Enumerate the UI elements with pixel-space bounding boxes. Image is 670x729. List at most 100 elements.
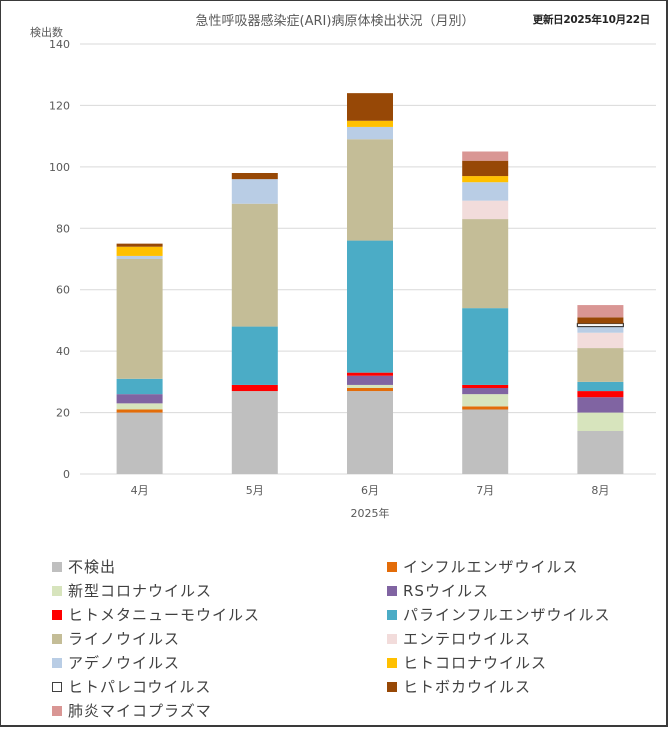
bar-segment <box>231 384 278 392</box>
bar-segment <box>462 406 509 410</box>
legend-swatch <box>387 609 397 620</box>
legend-swatch <box>52 561 62 572</box>
legend-swatch <box>52 657 62 668</box>
legend-label: 不検出 <box>68 558 117 576</box>
legend-item: パラインフルエンザウイルス <box>387 604 611 625</box>
bar-segment <box>116 243 163 247</box>
bar-segment <box>462 219 509 309</box>
bar-segment <box>462 394 509 407</box>
bar-segment <box>577 381 624 392</box>
bar-segment <box>576 322 625 328</box>
bar-segment <box>577 317 624 324</box>
bar-segment <box>462 308 509 385</box>
bar-segment <box>347 120 393 127</box>
legend-item: アデノウイルス <box>52 652 180 673</box>
bar-segment <box>347 384 393 388</box>
bar-segment <box>231 179 278 204</box>
bar-segment <box>462 182 509 201</box>
legend-label: アデノウイルス <box>68 654 181 672</box>
legend-swatch <box>387 561 397 572</box>
chart-title: 急性呼吸器感染症(ARI)病原体検出状況（月別） <box>195 14 475 29</box>
legend-item: ヒトパレコウイルス <box>52 676 211 697</box>
legend-swatch <box>52 705 62 716</box>
bar-segment <box>116 394 163 404</box>
legend-item: ヒトメタニューモウイルス <box>52 604 260 625</box>
y-tick-label: 40 <box>56 345 70 358</box>
legend-swatch <box>52 609 62 620</box>
bar-segment <box>577 348 624 382</box>
x-tick-label: 5月 <box>246 484 264 497</box>
bar-segment <box>116 409 163 413</box>
legend-item: ライノウイルス <box>52 628 180 649</box>
bar-segment <box>347 375 393 385</box>
x-tick-label: 4月 <box>131 484 149 497</box>
bar-segment <box>347 391 393 474</box>
legend-swatch <box>387 585 397 596</box>
x-tick-label: 8月 <box>591 484 609 497</box>
bar-segment <box>462 384 509 388</box>
legend-label: ライノウイルス <box>68 630 181 648</box>
y-tick-label: 20 <box>56 407 70 420</box>
bar-segment <box>347 240 393 373</box>
bar-segment <box>462 176 509 183</box>
legend-label: 肺炎マイコプラズマ <box>68 702 212 720</box>
legend-item: 肺炎マイコプラズマ <box>52 700 212 721</box>
bar-segment <box>116 246 163 256</box>
bar-segment <box>116 259 163 379</box>
legend-label: ヒトコロナウイルス <box>403 654 548 672</box>
y-tick-label: 60 <box>56 284 70 297</box>
legend-item: インフルエンザウイルス <box>387 556 579 577</box>
legend-label: ヒトボカウイルス <box>403 678 532 696</box>
legend-label: ヒトパレコウイルス <box>68 678 212 696</box>
bar-segment <box>577 412 624 431</box>
bar-segment <box>347 126 393 140</box>
bar-segment <box>577 326 624 333</box>
legend-label: パラインフルエンザウイルス <box>403 606 611 624</box>
bar-segment <box>231 173 278 180</box>
legend-label: ヒトメタニューモウイルス <box>68 606 261 624</box>
y-tick-label: 140 <box>49 38 70 51</box>
bar-segment <box>347 372 393 376</box>
y-tick-label: 80 <box>56 222 70 235</box>
bar-segment <box>231 326 278 385</box>
bar-segment <box>116 378 163 395</box>
bar-segment <box>347 93 393 121</box>
bar-segment <box>577 431 624 474</box>
legend-label: 新型コロナウイルス <box>68 582 213 600</box>
legend-swatch <box>387 633 397 644</box>
chart-plot-area: 0 20 40 60 80 100 120 140 4月 5月 6月 7月 8月 2025年 <box>49 38 656 520</box>
legend-label: エンテロウイルス <box>403 630 532 648</box>
bar-segment <box>116 403 163 410</box>
updated-date: 更新日2025年10月22日 <box>532 14 651 26</box>
x-axis-label: 2025年 <box>351 506 390 520</box>
bar-segment <box>231 391 278 474</box>
legend-label: インフルエンザウイルス <box>403 558 579 576</box>
legend-swatch <box>387 657 397 668</box>
legend-item: ヒトボカウイルス <box>387 676 531 697</box>
bar-segment <box>577 397 624 413</box>
legend-item: 不検出 <box>52 556 116 577</box>
bar-segment <box>231 203 278 327</box>
legend-swatch <box>52 633 62 644</box>
legend-swatch <box>52 681 62 692</box>
bar-segment <box>462 388 509 395</box>
bar-segment <box>116 255 163 259</box>
legend-item: 新型コロナウイルス <box>52 580 212 601</box>
legend-label: RSウイルス <box>403 582 489 600</box>
y-tick-label: 120 <box>49 99 70 112</box>
legend-swatch <box>387 681 397 692</box>
bar-segment <box>577 305 624 318</box>
legend-item: エンテロウイルス <box>387 628 531 649</box>
legend-item: ヒトコロナウイルス <box>387 652 547 673</box>
y-axis-label: 検出数 <box>30 26 63 39</box>
bar-segment <box>116 412 163 474</box>
y-tick-label: 0 <box>63 468 70 481</box>
bar-segment <box>462 160 509 177</box>
legend-item: RSウイルス <box>387 580 489 601</box>
bar-segment <box>347 139 393 241</box>
y-tick-label: 100 <box>49 161 70 174</box>
bar-segment <box>462 151 509 161</box>
bar-segment <box>577 332 624 349</box>
bar-segment <box>462 200 509 220</box>
